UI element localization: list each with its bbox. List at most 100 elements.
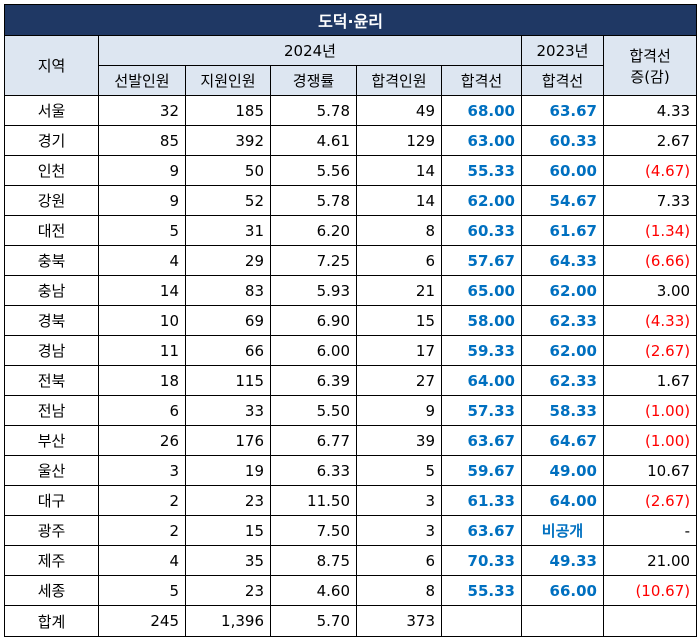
applicants-cell: 115: [185, 365, 271, 396]
passed-cell: 9: [356, 395, 442, 426]
applicants-cell: 69: [185, 305, 271, 336]
table-row: 경북 10 69 6.90 15 58.00 62.33 (4.33): [4, 305, 698, 336]
cutoff-2023-cell: 61.67: [521, 215, 604, 246]
ratio-cell: 5.56: [270, 155, 357, 186]
table-row: 전남 6 33 5.50 9 57.33 58.33 (1.00): [4, 395, 698, 426]
cutoff-2023-cell: 62.00: [521, 275, 604, 306]
ratio-cell: 6.33: [270, 455, 357, 486]
table-row: 부산 26 176 6.77 39 63.67 64.67 (1.00): [4, 425, 698, 456]
selected-cell: 85: [98, 125, 186, 156]
ratio-cell: 5.93: [270, 275, 357, 306]
total-passed-cell: 373: [356, 605, 442, 637]
passed-cell: 6: [356, 245, 442, 276]
applicants-cell: 185: [185, 95, 271, 126]
region-cell: 경북: [4, 305, 99, 336]
applicants-cell: 29: [185, 245, 271, 276]
selected-cell: 5: [98, 215, 186, 246]
total-applicants-cell: 1,396: [185, 605, 271, 637]
cutoff-2024-cell: 57.67: [441, 245, 522, 276]
cutoff-2024-cell: 57.33: [441, 395, 522, 426]
passed-cell: 129: [356, 125, 442, 156]
change-cell: 7.33: [602, 185, 698, 216]
passed-cell: 49: [356, 95, 442, 126]
cutoff-2024-cell: 59.67: [441, 455, 522, 486]
cutoff-2024-cell: 70.33: [441, 545, 522, 576]
ratio-cell: 5.50: [270, 395, 357, 426]
ratio-cell: 6.90: [270, 305, 357, 336]
table-row: 경남 11 66 6.00 17 59.33 62.00 (2.67): [4, 335, 698, 366]
applicants-cell: 52: [185, 185, 271, 216]
cutoff-2024-cell: 62.00: [441, 185, 522, 216]
passed-cell: 39: [356, 425, 442, 456]
applicants-cell: 66: [185, 335, 271, 366]
applicants-cell: 176: [185, 425, 271, 456]
region-cell: 광주: [4, 515, 99, 546]
change-cell: (2.67): [602, 335, 698, 366]
region-cell: 경남: [4, 335, 99, 366]
applicants-cell: 392: [185, 125, 271, 156]
region-cell: 울산: [4, 455, 99, 486]
selected-cell: 3: [98, 455, 186, 486]
table-row: 제주 4 35 8.75 6 70.33 49.33 21.00: [4, 545, 698, 576]
cutoff-2023-cell: 62.33: [521, 305, 604, 336]
total-selected-cell: 245: [98, 605, 186, 637]
cutoff-2023-cell: 63.67: [521, 95, 604, 126]
selected-cell: 4: [98, 545, 186, 576]
region-cell: 서울: [4, 95, 99, 126]
selected-cell: 9: [98, 185, 186, 216]
cutoff-2024-cell: 63.67: [441, 515, 522, 546]
header-year-2023: 2023년: [521, 35, 604, 66]
passed-cell: 15: [356, 305, 442, 336]
passed-cell: 17: [356, 335, 442, 366]
cutoff-2023-cell: 60.00: [521, 155, 604, 186]
results-table-container: 도덕·윤리 지역 2024년 2023년 합격선 증(감) 선발인원 지원인원 …: [3, 4, 698, 637]
table-row: 울산 3 19 6.33 5 59.67 49.00 10.67: [4, 455, 698, 486]
change-cell: (1.34): [602, 215, 698, 246]
cutoff-2023-cell: 62.33: [521, 365, 604, 396]
selected-cell: 5: [98, 575, 186, 606]
cutoff-2024-cell: 60.33: [441, 215, 522, 246]
ratio-cell: 5.78: [270, 95, 357, 126]
cutoff-2024-cell: 61.33: [441, 485, 522, 516]
region-cell: 대구: [4, 485, 99, 516]
passed-cell: 27: [356, 365, 442, 396]
table-body: 서울 32 185 5.78 49 68.00 63.67 4.33 경기 85 392 4.61 12…: [4, 95, 698, 637]
passed-cell: 3: [356, 485, 442, 516]
applicants-cell: 23: [185, 575, 271, 606]
results-table: 도덕·윤리 지역 2024년 2023년 합격선 증(감) 선발인원 지원인원 …: [3, 4, 698, 637]
region-cell: 제주: [4, 545, 99, 576]
empty-cell: [521, 605, 604, 637]
cutoff-2024-cell: 63.67: [441, 425, 522, 456]
table-row: 서울 32 185 5.78 49 68.00 63.67 4.33: [4, 95, 698, 126]
table-row: 강원 9 52 5.78 14 62.00 54.67 7.33: [4, 185, 698, 216]
table-row: 대전 5 31 6.20 8 60.33 61.67 (1.34): [4, 215, 698, 246]
total-ratio-cell: 5.70: [270, 605, 357, 637]
cutoff-2023-cell: 비공개: [521, 515, 604, 546]
selected-cell: 2: [98, 485, 186, 516]
region-cell: 부산: [4, 425, 99, 456]
selected-cell: 9: [98, 155, 186, 186]
region-cell: 전남: [4, 395, 99, 426]
selected-cell: 4: [98, 245, 186, 276]
region-cell: 대전: [4, 215, 99, 246]
passed-cell: 14: [356, 155, 442, 186]
total-label-cell: 합계: [4, 605, 99, 637]
passed-cell: 21: [356, 275, 442, 306]
change-cell: 4.33: [602, 95, 698, 126]
passed-cell: 8: [356, 575, 442, 606]
cutoff-2024-cell: 58.00: [441, 305, 522, 336]
total-row: 합계 245 1,396 5.70 373: [4, 605, 698, 637]
applicants-cell: 33: [185, 395, 271, 426]
cutoff-2023-cell: 62.00: [521, 335, 604, 366]
header-cutoff-2024: 합격선: [441, 65, 522, 96]
region-cell: 전북: [4, 365, 99, 396]
applicants-cell: 50: [185, 155, 271, 186]
header-year-2024: 2024년: [98, 35, 522, 66]
ratio-cell: 7.50: [270, 515, 357, 546]
region-cell: 인천: [4, 155, 99, 186]
selected-cell: 6: [98, 395, 186, 426]
cutoff-2023-cell: 49.33: [521, 545, 604, 576]
table-row: 인천 9 50 5.56 14 55.33 60.00 (4.67): [4, 155, 698, 186]
applicants-cell: 31: [185, 215, 271, 246]
table-row: 대구 2 23 11.50 3 61.33 64.00 (2.67): [4, 485, 698, 516]
